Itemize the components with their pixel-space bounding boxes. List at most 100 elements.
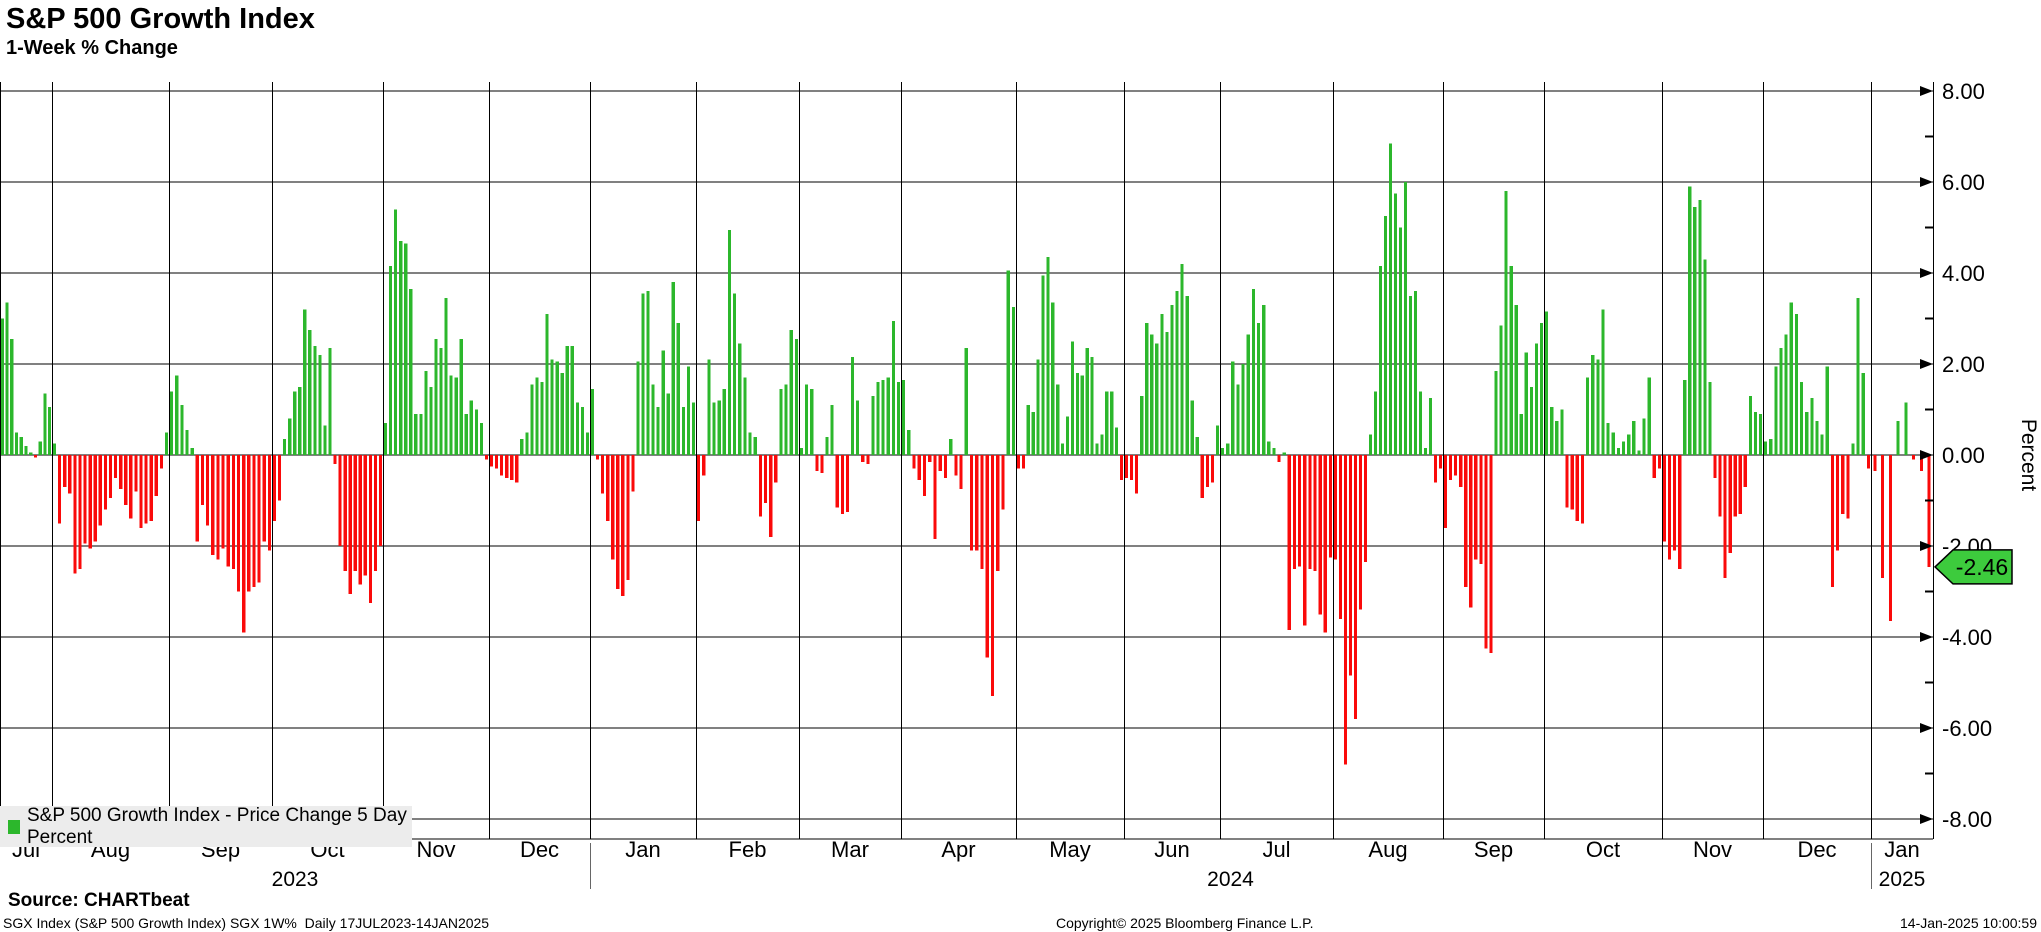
bar bbox=[348, 455, 352, 594]
bar bbox=[1647, 377, 1651, 455]
bar bbox=[1231, 361, 1235, 455]
bar bbox=[722, 389, 726, 455]
bar bbox=[404, 243, 408, 455]
y-tick-label: 2.00 bbox=[1942, 352, 1985, 377]
bar bbox=[1469, 455, 1473, 608]
bar bbox=[580, 407, 584, 455]
bar bbox=[318, 354, 322, 455]
bar bbox=[1021, 455, 1025, 469]
bar bbox=[1155, 343, 1159, 455]
bar bbox=[1662, 455, 1667, 542]
bar bbox=[211, 455, 215, 556]
bar bbox=[231, 455, 235, 569]
bar bbox=[1927, 455, 1931, 567]
bar bbox=[626, 455, 630, 581]
bar bbox=[1318, 455, 1322, 615]
bar bbox=[383, 423, 388, 455]
bar bbox=[1006, 270, 1010, 455]
bar bbox=[1170, 304, 1174, 456]
bar bbox=[891, 320, 895, 455]
y-tick-label: -6.00 bbox=[1942, 716, 1992, 741]
bar bbox=[712, 402, 716, 455]
tick-arrow-icon bbox=[1920, 723, 1933, 733]
bar bbox=[1333, 455, 1338, 560]
bar bbox=[98, 455, 102, 526]
bar bbox=[303, 309, 307, 455]
bar bbox=[429, 386, 433, 456]
bar bbox=[1277, 455, 1281, 462]
bar bbox=[1221, 448, 1225, 455]
bar bbox=[1728, 455, 1732, 553]
bar bbox=[856, 400, 860, 455]
bar bbox=[1454, 455, 1458, 476]
bar bbox=[1841, 455, 1845, 515]
bar bbox=[1408, 295, 1413, 456]
bar bbox=[1673, 455, 1677, 551]
bar bbox=[170, 391, 174, 455]
bar bbox=[73, 455, 77, 574]
bar bbox=[1688, 186, 1692, 455]
bar bbox=[1287, 455, 1291, 631]
bar bbox=[1748, 395, 1752, 455]
bar bbox=[119, 455, 123, 490]
bar bbox=[474, 409, 478, 455]
bar bbox=[753, 436, 757, 455]
legend-swatch-icon bbox=[8, 819, 20, 834]
bar bbox=[774, 455, 778, 483]
bar bbox=[1866, 455, 1870, 469]
bar bbox=[1474, 455, 1478, 560]
tick-arrow-icon bbox=[1920, 359, 1933, 369]
bar bbox=[43, 393, 47, 455]
bar bbox=[1591, 354, 1595, 455]
tick-arrow-icon bbox=[1920, 177, 1933, 187]
bar bbox=[323, 425, 327, 455]
bar bbox=[88, 455, 92, 549]
bar bbox=[646, 291, 650, 455]
month-label: Dec bbox=[1797, 837, 1836, 862]
legend: S&P 500 Growth Index - Price Change 5 Da… bbox=[0, 805, 412, 848]
bar bbox=[1733, 455, 1737, 517]
bar bbox=[1805, 411, 1809, 455]
bar bbox=[1348, 455, 1353, 676]
bar bbox=[1580, 455, 1585, 524]
bar bbox=[525, 432, 529, 456]
bar bbox=[1825, 366, 1829, 455]
bar bbox=[1881, 455, 1885, 578]
bar bbox=[686, 366, 690, 455]
bar bbox=[313, 345, 317, 455]
bar bbox=[216, 455, 220, 560]
bar bbox=[1616, 448, 1620, 455]
bar bbox=[769, 455, 773, 537]
bar bbox=[922, 455, 927, 496]
bar bbox=[717, 400, 721, 455]
bar bbox=[93, 455, 97, 542]
bar bbox=[144, 455, 148, 524]
y-tick-label: 0.00 bbox=[1942, 443, 1985, 468]
bar bbox=[1896, 420, 1900, 455]
bar bbox=[129, 455, 133, 519]
bar bbox=[917, 455, 921, 480]
bar bbox=[758, 455, 762, 517]
bar bbox=[651, 384, 655, 455]
bar bbox=[19, 436, 23, 455]
bar bbox=[515, 455, 519, 483]
bar bbox=[283, 439, 287, 455]
bar bbox=[871, 395, 875, 455]
bar bbox=[267, 455, 271, 551]
bar bbox=[996, 455, 1000, 571]
bar bbox=[1912, 455, 1916, 460]
bar bbox=[550, 359, 554, 455]
bar bbox=[789, 329, 793, 455]
bar bbox=[1383, 216, 1388, 455]
bar bbox=[1575, 455, 1579, 521]
bar bbox=[616, 455, 620, 590]
bar bbox=[799, 448, 804, 455]
bar bbox=[1363, 455, 1368, 562]
month-label: Mar bbox=[831, 837, 869, 862]
month-label: Jun bbox=[1154, 837, 1189, 862]
bar bbox=[1800, 382, 1804, 455]
bar bbox=[103, 455, 107, 510]
bar bbox=[1449, 455, 1453, 480]
bar bbox=[1718, 455, 1722, 517]
bar bbox=[510, 455, 514, 480]
